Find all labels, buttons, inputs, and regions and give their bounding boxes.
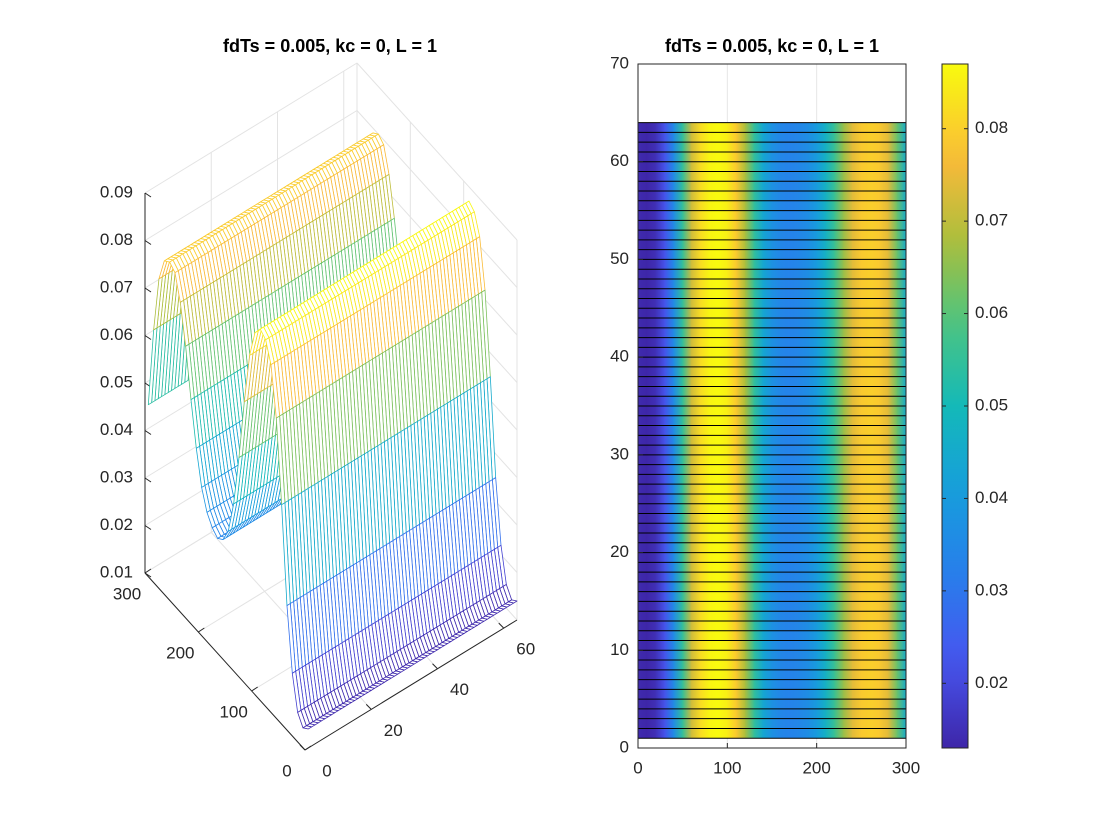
grid-line (144, 110, 358, 241)
heat-cell (861, 122, 871, 739)
z-tick-label: 0.05 (100, 372, 133, 391)
heat-cell (780, 122, 791, 739)
y-tick (498, 622, 505, 629)
x-tick-label: 100 (219, 702, 247, 721)
heat-cell (843, 122, 853, 739)
z-tick-label: 0.09 (100, 182, 133, 201)
heat-cell (762, 122, 773, 739)
colorbar-tick-label: 0.03 (975, 580, 1008, 599)
heat-cell (691, 122, 701, 739)
heat-cell (869, 122, 880, 739)
heat-cell (834, 122, 844, 739)
heatmap-title: fdTs = 0.005, kc = 0, L = 1 (665, 36, 879, 56)
x-tick-label: 200 (802, 758, 830, 777)
x-tick (251, 686, 258, 692)
heat-cell (852, 122, 862, 739)
x-tick (198, 627, 205, 633)
z-tick (144, 192, 152, 198)
grid-line (356, 62, 518, 241)
heat-cell (700, 122, 710, 739)
y-tick-label: 60 (610, 151, 629, 170)
y-tick-label: 70 (610, 53, 629, 72)
heat-cell (682, 122, 692, 739)
z-tick-label: 0.04 (100, 420, 133, 439)
y-tick (432, 663, 438, 670)
y-tick-label: 60 (516, 640, 535, 659)
z-tick (144, 240, 152, 245)
y-tick-label: 30 (610, 444, 629, 463)
axes-box (637, 63, 907, 749)
y-tick (299, 744, 306, 751)
heat-cell (646, 122, 657, 739)
heat-cell (771, 122, 782, 739)
z-tick-label: 0.02 (100, 515, 133, 534)
colorbar-tick-label: 0.08 (975, 118, 1008, 137)
y-tick-label: 10 (610, 640, 629, 659)
z-tick (144, 477, 152, 483)
colorbar-tick-label: 0.02 (975, 673, 1008, 692)
y-tick-label: 20 (610, 542, 629, 561)
z-tick (144, 525, 152, 530)
surface-title: fdTs = 0.005, kc = 0, L = 1 (223, 36, 437, 56)
colorbar-tick-label: 0.05 (975, 395, 1008, 414)
z-tick-label: 0.07 (100, 277, 133, 296)
heat-cell (664, 122, 675, 739)
heat-cell (735, 122, 746, 739)
colorbar-tick-label: 0.04 (975, 488, 1008, 507)
y-tick-label: 0 (620, 737, 629, 756)
x-tick-label: 300 (892, 758, 920, 777)
heat-cell (744, 122, 755, 739)
y-tick-label: 40 (610, 347, 629, 366)
colorbar-tick-label: 0.06 (975, 303, 1008, 322)
z-tick (144, 287, 152, 293)
heat-cell (816, 122, 826, 739)
grid-line (356, 110, 518, 288)
mesh-cell (302, 725, 313, 730)
heat-cell (887, 122, 898, 739)
heat-cell (709, 122, 719, 739)
y-axis (304, 619, 518, 751)
x-axis (144, 572, 306, 751)
z-tick-label: 0.06 (100, 325, 133, 344)
z-tick-label: 0.08 (100, 230, 133, 249)
z-tick (144, 430, 152, 435)
z-tick (144, 572, 152, 578)
heat-cell (878, 122, 889, 739)
x-tick-label: 200 (166, 643, 194, 662)
x-tick-label: 100 (713, 758, 741, 777)
x-tick-label: 0 (282, 761, 291, 780)
y-tick (365, 704, 372, 710)
heat-cell (718, 122, 728, 739)
x-tick (304, 745, 312, 751)
x-tick-label: 0 (633, 758, 642, 777)
heat-cell (789, 122, 800, 739)
x-tick-label: 300 (113, 584, 141, 603)
heat-cell (637, 122, 648, 739)
heat-cell (753, 122, 764, 739)
y-tick-label: 20 (384, 721, 403, 740)
heat-cell (798, 122, 809, 739)
colorbar-tick-label: 0.07 (975, 211, 1008, 230)
z-tick-label: 0.03 (100, 467, 133, 486)
y-tick-label: 0 (322, 761, 331, 780)
grid-line (144, 62, 358, 194)
x-tick (144, 568, 152, 574)
z-tick-label: 0.01 (100, 562, 133, 581)
heat-cell (807, 122, 817, 739)
heat-cell (896, 122, 907, 739)
heat-cell (673, 122, 683, 739)
z-tick (144, 335, 152, 340)
heat-cell (727, 122, 737, 739)
heat-cell (655, 122, 666, 739)
y-tick-label: 40 (450, 680, 469, 699)
y-tick-label: 50 (610, 249, 629, 268)
heat-cell (825, 122, 835, 739)
